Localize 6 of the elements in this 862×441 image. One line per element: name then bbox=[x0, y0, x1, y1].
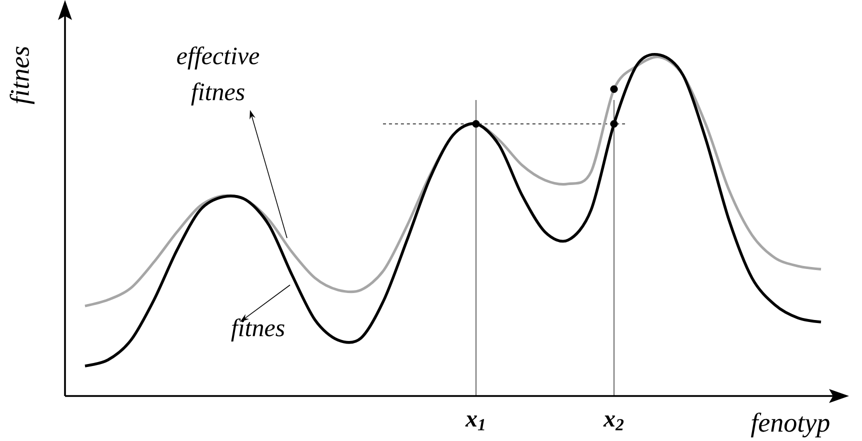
x-axis-title: fenotyp bbox=[750, 412, 830, 438]
annotation: fitnes bbox=[231, 318, 284, 342]
x-tick-label: x$_{2}$ bbox=[603, 416, 624, 430]
y-axis-title: fitnes bbox=[10, 46, 34, 104]
annotation: effective fitnes bbox=[177, 46, 260, 106]
x-tick-label: x$_{1}$ bbox=[465, 416, 484, 430]
